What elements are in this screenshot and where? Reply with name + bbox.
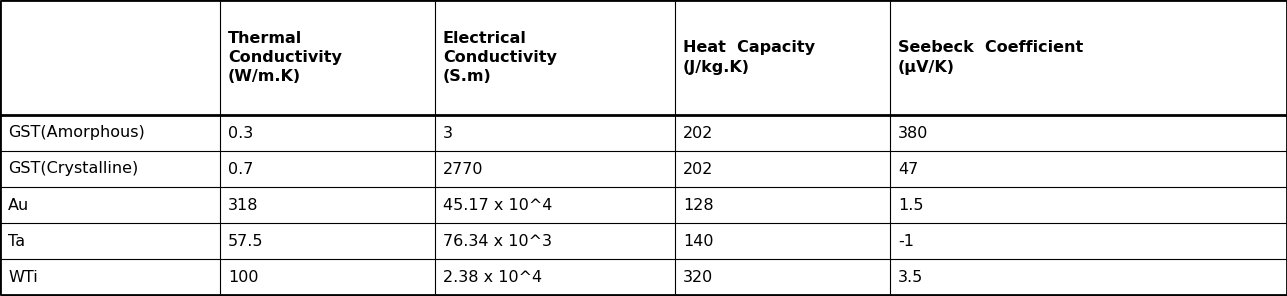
- Text: 45.17 x 10^4: 45.17 x 10^4: [443, 197, 552, 213]
- Text: 1.5: 1.5: [898, 197, 924, 213]
- Text: 0.3: 0.3: [228, 126, 254, 141]
- Text: 47: 47: [898, 162, 918, 176]
- Text: 2770: 2770: [443, 162, 484, 176]
- Text: Electrical
Conductivity
(S.m): Electrical Conductivity (S.m): [443, 31, 557, 84]
- Text: 380: 380: [898, 126, 928, 141]
- Text: Seebeck  Coefficient
(μV/K): Seebeck Coefficient (μV/K): [898, 40, 1084, 75]
- Text: GST(Amorphous): GST(Amorphous): [8, 126, 144, 141]
- Text: 57.5: 57.5: [228, 234, 264, 249]
- Text: 100: 100: [228, 269, 259, 284]
- Text: 3: 3: [443, 126, 453, 141]
- Text: -1: -1: [898, 234, 914, 249]
- Text: 3.5: 3.5: [898, 269, 923, 284]
- Text: 0.7: 0.7: [228, 162, 254, 176]
- Text: 202: 202: [683, 162, 713, 176]
- Text: Heat  Capacity
(J/kg.K): Heat Capacity (J/kg.K): [683, 40, 815, 75]
- Text: WTi: WTi: [8, 269, 37, 284]
- Text: 76.34 x 10^3: 76.34 x 10^3: [443, 234, 552, 249]
- Text: 140: 140: [683, 234, 713, 249]
- Text: 128: 128: [683, 197, 713, 213]
- Text: Ta: Ta: [8, 234, 26, 249]
- Text: GST(Crystalline): GST(Crystalline): [8, 162, 138, 176]
- Text: 320: 320: [683, 269, 713, 284]
- Text: 318: 318: [228, 197, 259, 213]
- Text: Thermal
Conductivity
(W/m.K): Thermal Conductivity (W/m.K): [228, 31, 342, 84]
- Text: 202: 202: [683, 126, 713, 141]
- Text: Au: Au: [8, 197, 30, 213]
- Text: 2.38 x 10^4: 2.38 x 10^4: [443, 269, 542, 284]
